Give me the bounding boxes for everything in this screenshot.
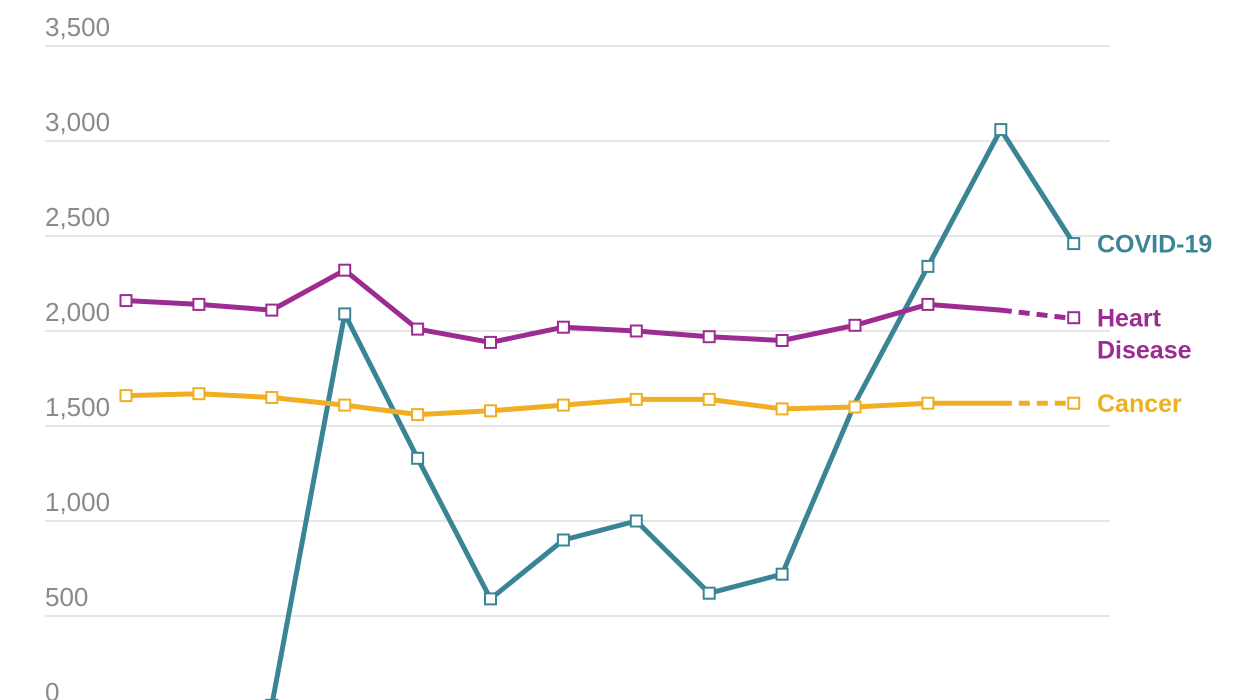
- heart-disease-dashed-segment: [1000, 307, 1066, 321]
- cancer-point: [338, 398, 352, 412]
- series-label-line: COVID-19: [1097, 231, 1212, 259]
- y-tick-label: 2,500: [45, 202, 110, 232]
- covid-19-point: [921, 259, 935, 273]
- series-lines: [123, 127, 1077, 700]
- y-tick-label: 1,500: [45, 392, 110, 422]
- heart-disease-point: [629, 324, 643, 338]
- series-label-line: Disease: [1097, 337, 1192, 365]
- heart-disease-point: [192, 297, 206, 311]
- series-label-line: Cancer: [1097, 390, 1182, 418]
- cancer-point: [265, 391, 279, 404]
- heart-disease-point: [848, 318, 862, 332]
- cancer-point: [484, 404, 497, 418]
- covid-19-point: [775, 567, 789, 581]
- grid-lines: [45, 45, 1110, 617]
- heart-disease-series-label: Heart Disease: [1097, 305, 1192, 365]
- covid-19-point: [484, 592, 497, 606]
- heart-disease-point: [484, 335, 497, 349]
- y-tick-label: 3,000: [45, 107, 110, 137]
- heart-disease-point: [411, 322, 425, 336]
- heart-disease-point: [556, 320, 570, 334]
- cancer-point: [192, 387, 206, 401]
- cancer-point: [411, 408, 425, 422]
- series-labels: COVID-19 Heart Disease Cancer: [1097, 231, 1212, 419]
- covid-19-point: [1067, 237, 1081, 251]
- cancer-point: [629, 392, 643, 406]
- cancer-point: [119, 389, 133, 403]
- y-axis-tick-labels: 0 500 1,000 1,500 2,000 2,500 3,000 3,500: [45, 12, 110, 700]
- y-tick-label: 0: [45, 677, 59, 700]
- heart-disease-point: [338, 263, 352, 277]
- covid-19-point: [702, 586, 716, 600]
- covid-19-line: [270, 127, 1077, 700]
- y-tick-label: 500: [45, 582, 88, 612]
- heart-disease-point: [119, 294, 133, 308]
- covid-19-point: [338, 307, 352, 321]
- heart-disease-point: [775, 334, 789, 347]
- y-tick-label: 2,000: [45, 297, 110, 327]
- covid-19-series-label: COVID-19: [1097, 231, 1212, 259]
- cancer-series-label: Cancer: [1097, 390, 1182, 418]
- covid-19-point: [556, 533, 570, 547]
- series-label-line: Heart: [1097, 305, 1162, 333]
- cancer-point: [848, 400, 862, 414]
- cancer-point: [921, 396, 935, 410]
- covid-19-point: [629, 514, 643, 528]
- cancer-point: [702, 392, 716, 406]
- heart-disease-point: [265, 303, 279, 317]
- cancer-point: [1067, 396, 1081, 410]
- cancer-point: [556, 398, 570, 412]
- heart-disease-point: [1067, 311, 1081, 325]
- heart-disease-point: [921, 297, 935, 311]
- heart-disease-point: [702, 330, 716, 344]
- series-markers: [119, 123, 1081, 700]
- covid-19-point: [994, 123, 1008, 137]
- covid-19-point: [411, 451, 425, 465]
- y-tick-label: 3,500: [45, 12, 110, 42]
- y-tick-label: 1,000: [45, 487, 110, 517]
- cancer-point: [775, 402, 789, 416]
